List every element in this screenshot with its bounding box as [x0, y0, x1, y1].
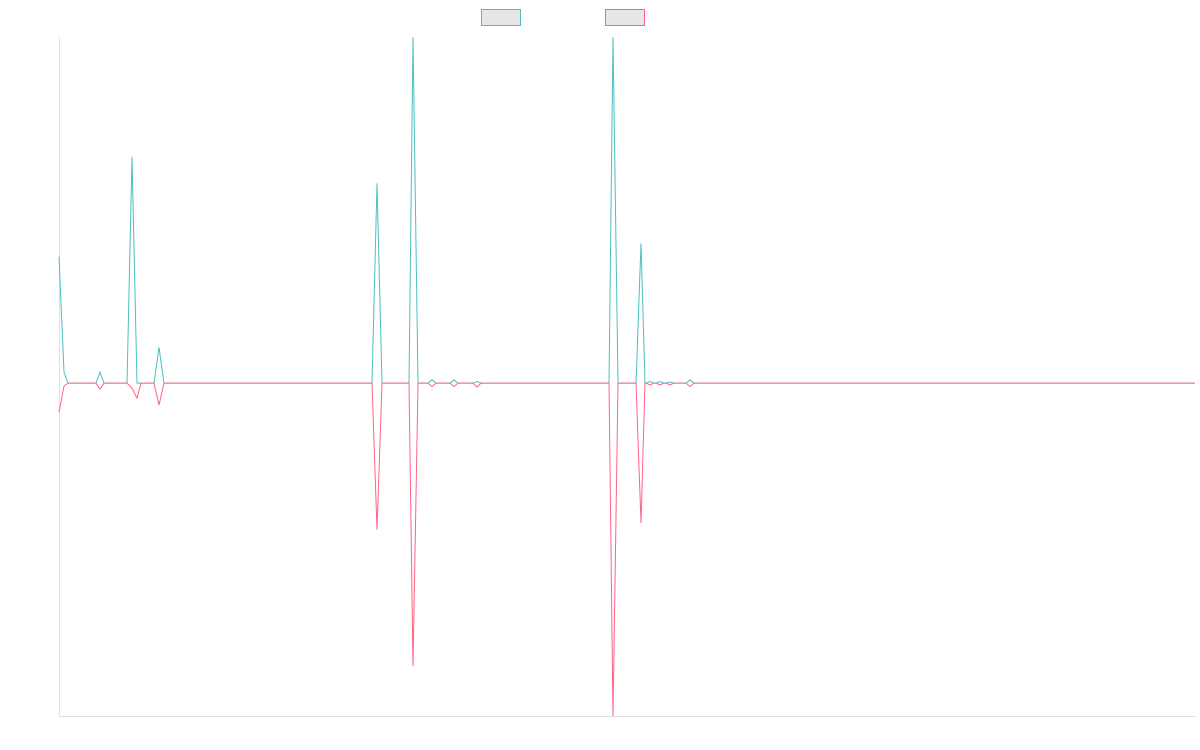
series-line: [58, 36, 1195, 384]
series-line: [58, 382, 1195, 717]
legend-swatch: [481, 9, 521, 26]
legend-swatch: [605, 9, 645, 26]
